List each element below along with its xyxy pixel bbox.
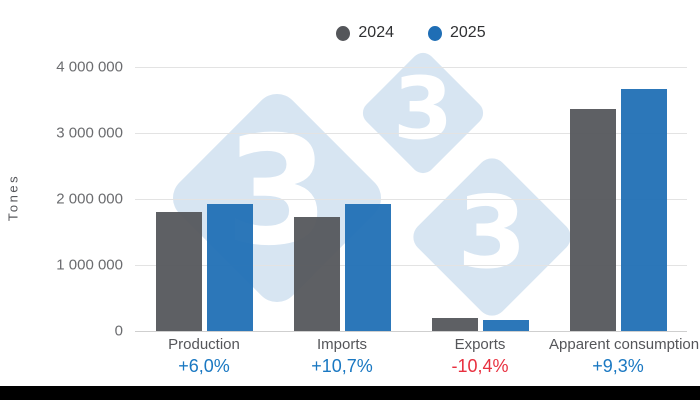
category-label: Imports: [316, 336, 367, 353]
legend-item-2024: 2024: [336, 24, 394, 42]
bar-2025-apparent-consumption: [620, 88, 667, 331]
y-tick-label: 0: [114, 322, 123, 340]
category-label: Production: [168, 336, 240, 353]
legend-label-2025: 2025: [450, 24, 486, 41]
bar-group-imports: Imports +10,7%: [273, 67, 411, 376]
change-percent-label: -10,4%: [451, 356, 509, 376]
y-tick-label: 1 000 000: [56, 256, 123, 274]
legend-dot-2024: [336, 25, 351, 41]
plot-area: 4 000 000 3 000 000 2 000 000 1 000 000 0 Pro…: [56, 59, 699, 377]
footer-bar: [0, 386, 700, 400]
change-percent-label: +10,7%: [311, 356, 373, 376]
change-percent-label: +6,0%: [178, 356, 230, 376]
legend-item-2025: 2025: [428, 24, 486, 42]
y-tick-label: 2 000 000: [56, 190, 123, 208]
group-labels: Production +6,0%: [135, 331, 273, 377]
bar-group-production: Production +6,0%: [135, 67, 273, 376]
bar-pair: [411, 67, 549, 331]
bar-pair: [135, 67, 273, 331]
y-tick-label: 4 000 000: [56, 58, 123, 76]
bar-group-apparent-consumption: Apparent consumption +9,3%: [549, 67, 699, 376]
bar-pair: [549, 67, 687, 331]
group-labels: Imports +10,7%: [273, 331, 411, 377]
gridline: [135, 133, 687, 134]
bar-pair: [273, 67, 411, 331]
group-labels: Exports -10,4%: [411, 331, 549, 377]
legend-dot-2025: [428, 25, 442, 41]
bar-groups: Production +6,0% Imports +10,7% Exports -10,4…: [135, 67, 699, 376]
bar-group-exports: Exports -10,4%: [411, 67, 549, 376]
group-labels: Apparent consumption +9,3%: [549, 331, 700, 377]
bar-2024-imports: [293, 216, 340, 331]
legend: 2024 2025: [135, 24, 687, 42]
bar-2025-exports: [482, 319, 529, 331]
bar-2024-exports: [431, 318, 478, 331]
change-percent-label: +9,3%: [592, 356, 644, 376]
gridline: [135, 199, 687, 200]
bar-2024-apparent-consumption: [569, 109, 616, 331]
y-tick-label: 3 000 000: [56, 124, 123, 142]
category-label: Exports: [454, 336, 506, 353]
bar-2025-production: [206, 204, 253, 331]
category-label: Apparent consumption: [549, 336, 700, 353]
bar-2025-imports: [344, 204, 391, 331]
bar-2024-production: [155, 211, 202, 331]
legend-label-2024: 2024: [358, 24, 394, 41]
gridline: [135, 67, 687, 68]
gridline: [135, 265, 687, 266]
